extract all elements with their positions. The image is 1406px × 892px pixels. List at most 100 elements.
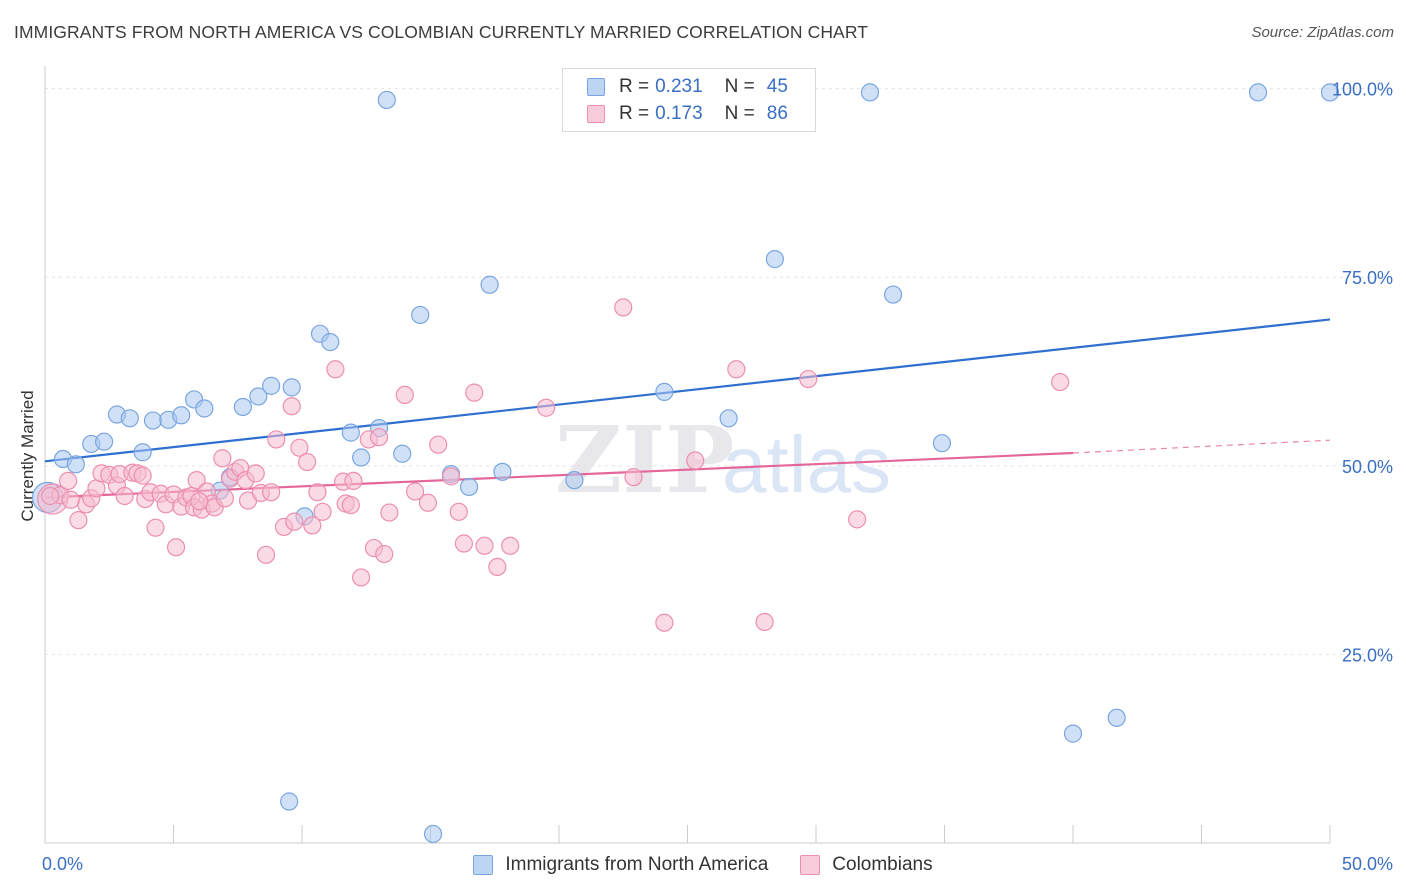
point-north-america: [765, 250, 784, 269]
point-colombians: [488, 557, 507, 577]
point-colombians: [262, 483, 281, 502]
point-colombians: [213, 449, 232, 468]
point-north-america: [411, 305, 430, 325]
point-colombians: [166, 538, 186, 557]
point-colombians: [429, 435, 448, 454]
point-north-america: [423, 824, 443, 844]
point-colombians: [352, 568, 371, 587]
point-colombians: [326, 360, 345, 379]
point-north-america: [1063, 724, 1083, 743]
point-colombians: [298, 452, 317, 472]
legend-swatch-colombians: [587, 105, 605, 123]
legend-n-value: 45: [766, 76, 788, 97]
point-north-america: [480, 275, 499, 294]
series-swatch-colombians: [800, 855, 821, 875]
y-tick-label: 75.0%: [1342, 268, 1393, 288]
trend-line-colombians-extension: [1072, 439, 1331, 454]
point-north-america: [655, 382, 674, 401]
legend-row-colombians: R = 0.173 N = 86: [587, 101, 788, 127]
x-tick-label: 0.0%: [42, 854, 83, 874]
point-north-america: [719, 409, 738, 428]
point-colombians: [370, 428, 389, 447]
series-legend: Immigrants from North America Colombians: [0, 852, 1406, 878]
point-north-america: [352, 448, 371, 467]
point-colombians: [465, 383, 484, 402]
point-north-america: [377, 90, 396, 110]
point-colombians: [848, 510, 867, 529]
point-north-america: [133, 443, 152, 462]
point-north-america: [341, 423, 360, 442]
point-north-america: [195, 399, 214, 418]
point-colombians: [69, 511, 88, 530]
point-colombians: [614, 298, 633, 317]
point-north-america: [143, 411, 163, 430]
point-colombians: [755, 612, 774, 632]
legend-n-value: 86: [766, 103, 788, 124]
point-north-america: [1320, 83, 1340, 102]
point-north-america: [120, 409, 139, 428]
point-colombians: [313, 502, 332, 521]
series-swatch-north-america: [473, 855, 494, 875]
point-north-america: [459, 477, 479, 497]
point-north-america: [95, 432, 114, 451]
point-colombians: [380, 503, 399, 522]
series-legend-north-america: Immigrants from North America: [473, 854, 768, 876]
point-colombians: [441, 467, 461, 486]
point-colombians: [59, 471, 78, 491]
point-colombians: [303, 516, 322, 535]
point-colombians: [624, 468, 643, 487]
point-colombians: [449, 502, 468, 521]
point-colombians: [405, 482, 425, 501]
point-north-america: [282, 378, 301, 397]
legend: R = 0.231 N = 45 R = 0.173 N = 86: [562, 68, 816, 132]
point-colombians: [190, 492, 209, 511]
point-colombians: [727, 360, 746, 379]
point-colombians: [308, 483, 327, 502]
point-colombians: [285, 512, 304, 531]
point-colombians: [418, 493, 438, 512]
point-colombians: [61, 490, 80, 509]
source-label: Source: ZipAtlas.com: [1251, 24, 1394, 41]
point-colombians: [537, 398, 556, 417]
legend-r-label: R =: [619, 76, 650, 97]
point-colombians: [375, 544, 394, 564]
point-north-america: [932, 434, 952, 453]
point-colombians: [475, 536, 494, 555]
point-north-america: [321, 332, 340, 352]
point-north-america: [280, 792, 299, 811]
point-colombians: [454, 534, 474, 553]
y-tick-label: 50.0%: [1342, 457, 1393, 477]
point-north-america: [393, 444, 412, 463]
point-colombians: [256, 545, 276, 564]
point-colombians: [290, 438, 309, 457]
trend-line-north-america: [44, 318, 1331, 463]
point-north-america: [249, 387, 268, 406]
point-colombians: [686, 451, 705, 470]
point-colombians: [115, 486, 134, 506]
legend-n-label: N =: [724, 103, 755, 124]
point-north-america: [883, 285, 903, 304]
point-colombians: [87, 479, 106, 498]
legend-r-value: 0.231: [655, 76, 703, 97]
point-colombians: [341, 495, 360, 515]
legend-swatch-north-america: [587, 78, 605, 96]
point-colombians: [1051, 372, 1070, 392]
point-colombians: [501, 536, 520, 555]
point-colombians: [655, 613, 674, 632]
y-tick-label: 100.0%: [1332, 80, 1393, 100]
point-north-america: [493, 462, 512, 481]
point-north-america: [1248, 83, 1268, 102]
series-legend-colombians: Colombians: [800, 854, 933, 876]
legend-r-label: R =: [619, 103, 650, 124]
point-colombians: [282, 397, 301, 416]
point-colombians: [344, 471, 363, 491]
series-label-north-america: Immigrants from North America: [505, 854, 769, 875]
point-colombians: [267, 430, 286, 449]
chart-title: IMMIGRANTS FROM NORTH AMERICA VS COLOMBI…: [14, 22, 869, 42]
point-north-america: [172, 406, 191, 425]
legend-row-north-america: R = 0.231 N = 45: [587, 74, 788, 100]
point-colombians: [246, 464, 265, 483]
series-label-colombians: Colombians: [832, 854, 933, 875]
point-north-america: [1107, 708, 1126, 727]
